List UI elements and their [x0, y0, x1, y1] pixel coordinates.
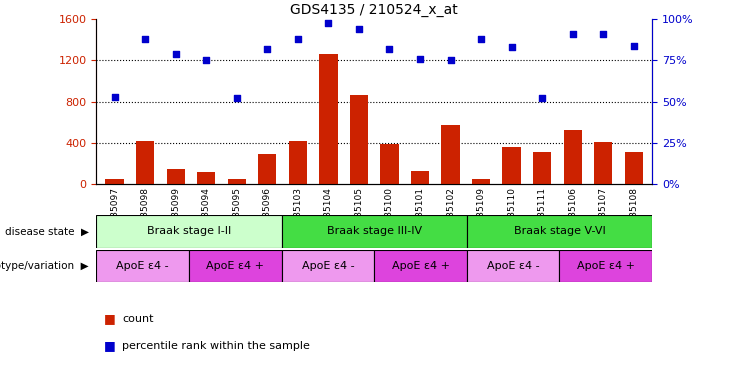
Bar [289, 141, 307, 184]
Bar [96, 215, 282, 248]
Bar [197, 172, 216, 184]
Point [353, 26, 365, 32]
Point [567, 31, 579, 37]
Point [445, 58, 456, 64]
Point [200, 58, 212, 64]
Text: ApoE ε4 -: ApoE ε4 - [302, 261, 354, 271]
Point [231, 95, 243, 101]
Bar [227, 179, 246, 184]
Bar [625, 152, 643, 184]
Bar [467, 215, 652, 248]
Point [536, 95, 548, 101]
Bar [502, 147, 521, 184]
Text: percentile rank within the sample: percentile rank within the sample [122, 341, 310, 351]
Point [170, 51, 182, 57]
Text: Braak stage III-IV: Braak stage III-IV [327, 226, 422, 237]
Point [292, 36, 304, 42]
Bar [319, 54, 338, 184]
Text: ■: ■ [104, 339, 116, 352]
Text: ■: ■ [104, 312, 116, 325]
Point [384, 46, 396, 52]
Bar [442, 126, 459, 184]
Bar [533, 152, 551, 184]
Bar [559, 250, 652, 282]
Bar [411, 171, 429, 184]
Point [139, 36, 151, 42]
Bar [350, 94, 368, 184]
Bar [96, 250, 189, 282]
Point [628, 43, 639, 49]
Text: ApoE ε4 -: ApoE ε4 - [116, 261, 169, 271]
Point [475, 36, 487, 42]
Text: Braak stage I-II: Braak stage I-II [147, 226, 231, 237]
Text: disease state  ▶: disease state ▶ [5, 226, 89, 237]
Point [505, 44, 517, 50]
Bar [258, 154, 276, 184]
Text: genotype/variation  ▶: genotype/variation ▶ [0, 261, 89, 271]
Bar [189, 250, 282, 282]
Point [262, 46, 273, 52]
Bar [105, 179, 124, 184]
Text: Braak stage V-VI: Braak stage V-VI [514, 226, 605, 237]
Point [597, 31, 609, 37]
Point [414, 56, 426, 62]
Bar [563, 130, 582, 184]
Bar [380, 144, 399, 184]
Bar [467, 250, 559, 282]
Point [322, 20, 334, 26]
Bar [282, 215, 467, 248]
Point [109, 94, 121, 100]
Bar [167, 169, 185, 184]
Bar [282, 250, 374, 282]
Bar [374, 250, 467, 282]
Text: ApoE ε4 +: ApoE ε4 + [391, 261, 450, 271]
Text: ApoE ε4 -: ApoE ε4 - [487, 261, 539, 271]
Bar [594, 142, 612, 184]
Bar [136, 141, 154, 184]
Title: GDS4135 / 210524_x_at: GDS4135 / 210524_x_at [290, 3, 458, 17]
Text: ApoE ε4 +: ApoE ε4 + [206, 261, 265, 271]
Text: ApoE ε4 +: ApoE ε4 + [576, 261, 635, 271]
Text: count: count [122, 314, 154, 324]
Bar [472, 179, 491, 184]
